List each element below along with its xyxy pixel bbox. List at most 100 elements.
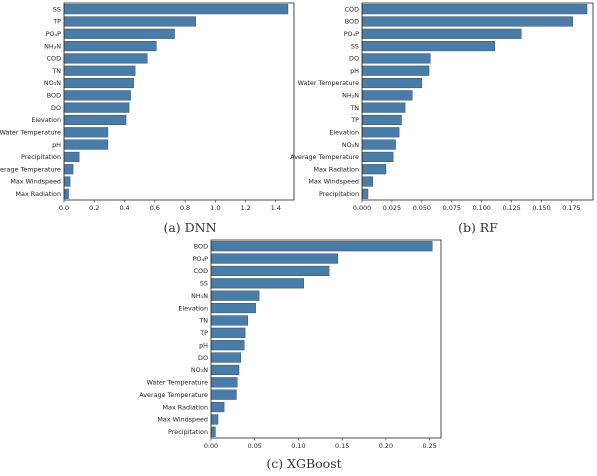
ytick-label-1-14: Max Windspeed (308, 178, 359, 186)
ytick-label-2-1: PO₄P (193, 255, 208, 263)
ytick-label-1-15: Precipitation (319, 190, 359, 198)
bar-1-1 (361, 16, 573, 27)
bar-2-14 (210, 414, 219, 425)
ytick-label-0-5: TN (51, 67, 61, 75)
bar-1-12 (361, 151, 394, 162)
bar-0-4 (63, 53, 148, 64)
plot-frame-2 (210, 239, 442, 439)
xtick-label-1-2: 0.050 (413, 204, 431, 212)
bar-2-5 (210, 302, 256, 314)
xtick-label-1-4: 0.100 (473, 204, 491, 212)
ytick-label-2-3: SS (200, 280, 208, 288)
xtick-label-2-3: 0.15 (335, 442, 349, 450)
ytick-label-0-10: Water Temperature (0, 128, 61, 136)
bar-0-14 (63, 176, 71, 187)
ytick-label-2-14: Max Windspeed (157, 416, 208, 424)
bar-2-2 (210, 265, 330, 277)
bar-1-4 (361, 53, 431, 64)
xtick-label-0-4: 0.8 (180, 204, 190, 212)
ytick-label-0-14: Max Windspeed (10, 178, 61, 186)
bar-1-10 (361, 127, 400, 138)
ytick-label-1-13: Max Radiation (314, 165, 359, 173)
xtick-label-1-0: 0.000 (353, 204, 371, 212)
ytick-label-0-2: PO₄P (46, 30, 61, 38)
bar-2-1 (210, 253, 339, 264)
bar-2-4 (210, 290, 260, 301)
bar-0-9 (63, 114, 127, 126)
ytick-label-2-11: Water Temperature (147, 379, 208, 387)
xtick-label-0-0: 0.0 (59, 204, 69, 212)
bar-1-3 (361, 41, 496, 52)
xtick-label-1-5: 0.125 (502, 204, 520, 212)
ytick-label-0-8: DO (51, 104, 61, 112)
bar-1-14 (361, 176, 374, 187)
ytick-label-0-9: Elevation (31, 116, 61, 124)
bar-1-0 (361, 4, 588, 15)
bar-1-7 (361, 90, 413, 101)
ytick-label-2-12: Average Temperature (139, 391, 208, 399)
ytick-label-0-6: NO₃N (44, 79, 61, 87)
bar-2-0 (210, 241, 433, 252)
bar-0-12 (63, 151, 80, 162)
caption-xgboost: (c) XGBoost (266, 456, 341, 471)
bar-0-10 (63, 127, 109, 138)
ytick-label-0-3: NH₃N (44, 42, 61, 50)
ytick-label-0-1: TP (52, 18, 61, 26)
bar-2-12 (210, 389, 237, 400)
ytick-label-2-9: DO (198, 354, 208, 362)
xtick-label-2-4: 0.20 (379, 442, 393, 450)
bar-0-1 (63, 16, 196, 27)
panel-xgboost: BOD PO₄P COD SS NH₃N Elevation TN TP pH DO NO₃N Wat… (139, 239, 442, 450)
bar-0-8 (63, 102, 130, 113)
ytick-label-1-7: NH₃N (342, 92, 359, 100)
xtick-label-0-5: 1.0 (210, 204, 220, 212)
bar-2-9 (210, 352, 241, 363)
xtick-label-0-7: 1.4 (271, 204, 281, 212)
bar-2-11 (210, 377, 238, 388)
ytick-label-2-15: Precipitation (168, 428, 208, 436)
bar-1-15 (361, 188, 369, 199)
bar-2-10 (210, 364, 240, 376)
bar-0-2 (63, 28, 175, 39)
plot-frame-0 (63, 2, 295, 201)
bar-1-13 (361, 164, 387, 175)
ytick-label-0-4: COD (47, 55, 61, 63)
ytick-label-1-5: pH (350, 67, 359, 75)
bar-0-7 (63, 90, 131, 101)
xtick-label-2-2: 0.10 (291, 442, 305, 450)
bar-0-15 (63, 188, 69, 199)
ytick-label-1-11: NO₃N (342, 141, 359, 149)
bar-2-7 (210, 327, 246, 338)
bar-1-2 (361, 28, 522, 39)
ytick-label-2-4: NH₃N (191, 292, 208, 300)
ytick-label-1-6: Water Temperature (298, 79, 359, 87)
ytick-label-1-1: BOD (345, 18, 359, 26)
panel-rf: COD BOD PO₄P SS DO pH Water Temperature NH₃N TN T… (290, 2, 594, 212)
bar-0-0 (63, 4, 289, 15)
bar-1-9 (361, 114, 402, 126)
bar-0-11 (63, 139, 109, 150)
xtick-label-2-0: 0.00 (204, 442, 218, 450)
ytick-label-1-12: Average Temperature (290, 153, 359, 161)
ytick-label-2-10: NO₃N (191, 366, 208, 374)
bar-1-11 (361, 139, 396, 150)
ytick-label-2-6: TN (198, 317, 208, 325)
ytick-label-0-11: pH (52, 141, 61, 149)
caption-rf: (b) RF (458, 220, 498, 235)
xtick-label-0-6: 1.2 (240, 204, 250, 212)
bar-0-13 (63, 164, 74, 175)
ytick-label-0-13: Average Temperature (0, 165, 61, 173)
ytick-label-1-10: Elevation (329, 128, 359, 136)
ytick-label-0-12: Precipitation (21, 153, 61, 161)
xtick-label-1-7: 0.175 (562, 204, 580, 212)
ytick-label-2-0: BOD (194, 242, 208, 250)
panel-dnn: SS TP PO₄P NH₃N COD TN NO₃N BOD DO Elevation Water… (0, 2, 295, 212)
ytick-label-1-9: TP (350, 116, 359, 124)
xtick-label-1-3: 0.075 (443, 204, 461, 212)
bar-2-3 (210, 278, 304, 289)
plot-frame-1 (361, 2, 594, 201)
xtick-label-1-1: 0.025 (383, 204, 401, 212)
ytick-label-2-13: Max Radiation (163, 403, 208, 411)
xtick-label-0-2: 0.4 (119, 204, 129, 212)
